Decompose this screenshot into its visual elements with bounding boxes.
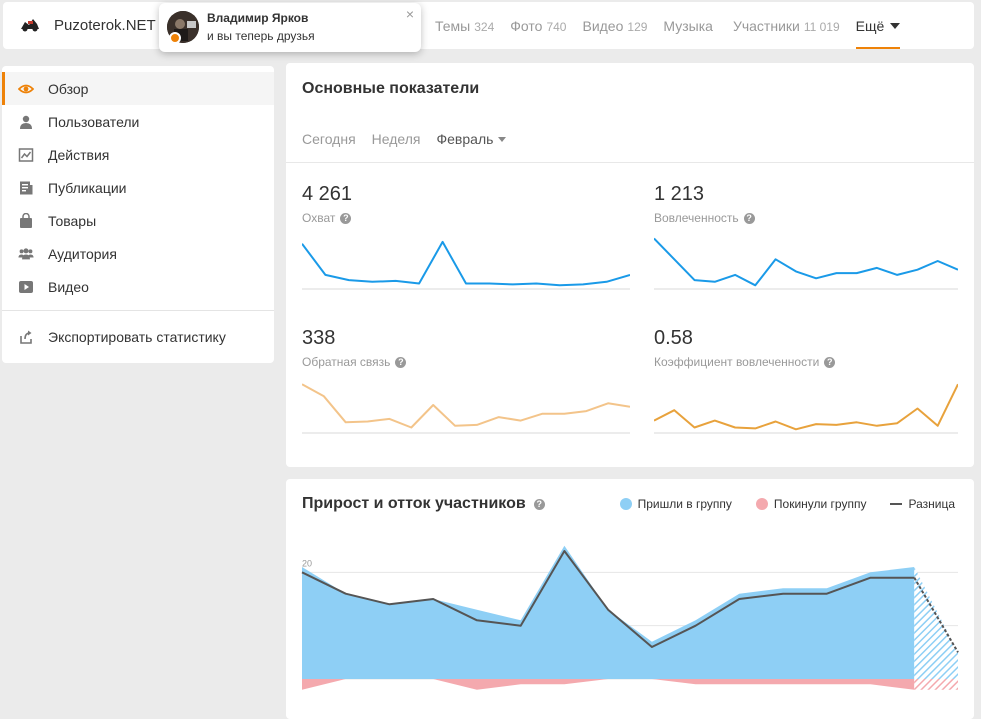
left-area-forecast [914,679,958,690]
metric-engagement-value: 1 213 [654,183,705,205]
legend-swatch [755,498,768,510]
shopping-bag-icon [18,212,34,229]
nav-members[interactable]: Участники 11 019 [732,17,840,34]
notification-user-name[interactable]: Владимир Ярков [207,11,309,25]
sidebar-item-overview[interactable]: Обзор [2,72,274,105]
sidebar-item-label: Видео [48,278,89,295]
sidebar-item-label: Обзор [48,80,89,97]
help-icon[interactable]: ? [824,356,836,368]
chevron-down-icon [498,136,507,142]
help-icon[interactable]: ? [743,212,755,224]
left-area [302,679,915,690]
legend-swatch [890,503,903,505]
period-tabs: Сегодня Неделя Февраль [302,131,507,147]
audience-icon [18,246,34,262]
metric-feedback-value: 338 [302,327,336,349]
joined-area [302,545,915,679]
engagement-rate-sparkline [654,383,958,434]
sidebar-item-video[interactable]: Видео [2,270,274,303]
members-growth-card: Прирост и отток участников? Пришли в гру… [286,479,974,719]
metric-engagement-rate-value: 0.58 [654,327,693,349]
close-icon[interactable]: × [405,6,414,22]
sidebar-item-audience[interactable]: Аудитория [2,237,274,270]
nav-topics[interactable]: Темы 324 [435,17,495,34]
sidebar-divider [2,310,274,311]
joined-area-forecast [914,567,958,679]
key-metrics-card: Основные показатели Сегодня Неделя Февра… [286,63,974,467]
sidebar-item-label: Действия [48,146,110,163]
group-logo-icon[interactable] [19,15,41,33]
metric-engagement-rate-label: Коэффициент вовлеченности? [654,355,836,369]
notification-text: и вы теперь друзья [207,29,315,43]
legend-difference[interactable]: Разница [890,497,955,511]
sidebar-item-label: Аудитория [48,245,117,262]
friend-notification[interactable]: Владимир Ярков и вы теперь друзья × [159,3,421,52]
difference-line-forecast [913,577,959,653]
tab-today[interactable]: Сегодня [302,131,356,147]
group-nav: Темы 324 Фото 740 Видео 129 Музыка Участник… [435,2,901,49]
publication-icon [18,180,34,196]
sparkline-series [302,383,630,429]
export-stats-button[interactable]: Экспортировать статистику [2,320,274,353]
eye-icon [18,81,34,97]
stats-sidebar: Обзор Пользователи Действия Публикации Т… [2,66,274,363]
members-growth-chart: 20100 [301,545,959,690]
help-icon[interactable]: ? [395,356,407,368]
card-title: Основные показатели [302,80,480,97]
legend-left[interactable]: Покинули группу [755,497,866,511]
reach-sparkline [302,240,630,290]
divider [286,162,974,163]
activity-chart-icon [18,147,34,163]
tab-week[interactable]: Неделя [371,131,421,147]
nav-more-menu[interactable]: Ещё [855,2,901,49]
feedback-sparkline [302,383,630,434]
group-name-link[interactable]: Puzoterok.NET - [54,17,165,34]
sidebar-item-label: Товары [48,212,97,229]
difference-line [301,550,915,648]
y-tick-label: 20 [302,558,312,568]
engagement-sparkline [654,237,958,290]
nav-videos[interactable]: Видео 129 [582,17,648,34]
sidebar-item-label: Пользователи [48,113,140,130]
export-icon [18,329,34,345]
video-play-icon [18,279,34,295]
export-stats-label: Экспортировать статистику [48,328,226,345]
metric-reach-label: Охват? [302,211,352,225]
sidebar-item-publications[interactable]: Публикации [2,171,274,204]
metric-reach-value: 4 261 [302,183,353,205]
metric-engagement-label: Вовлеченность? [654,211,755,225]
sparkline-series [654,383,958,431]
sparkline-series [654,237,958,287]
metric-feedback-label: Обратная связь? [302,355,407,369]
sidebar-item-users[interactable]: Пользователи [2,105,274,138]
chevron-down-icon [890,22,901,29]
chart-legend: Пришли в группу Покинули группу Разница [619,497,955,511]
sparkline-series [302,240,630,287]
nav-music[interactable]: Музыка [663,17,713,34]
tab-month-select[interactable]: Февраль [437,131,507,147]
sidebar-item-goods[interactable]: Товары [2,204,274,237]
sidebar-item-actions[interactable]: Действия [2,138,274,171]
sidebar-item-label: Публикации [48,179,127,196]
group-header: Puzoterok.NET - Темы 324 Фото 740 Видео 129… [3,2,974,49]
help-icon[interactable]: ? [533,498,545,510]
legend-joined[interactable]: Пришли в группу [619,497,732,511]
nav-photos[interactable]: Фото 740 [510,17,567,34]
user-icon [18,114,34,130]
legend-swatch [619,498,632,510]
help-icon[interactable]: ? [340,212,352,224]
online-status-icon [169,32,181,44]
card-title: Прирост и отток участников? [302,495,545,513]
